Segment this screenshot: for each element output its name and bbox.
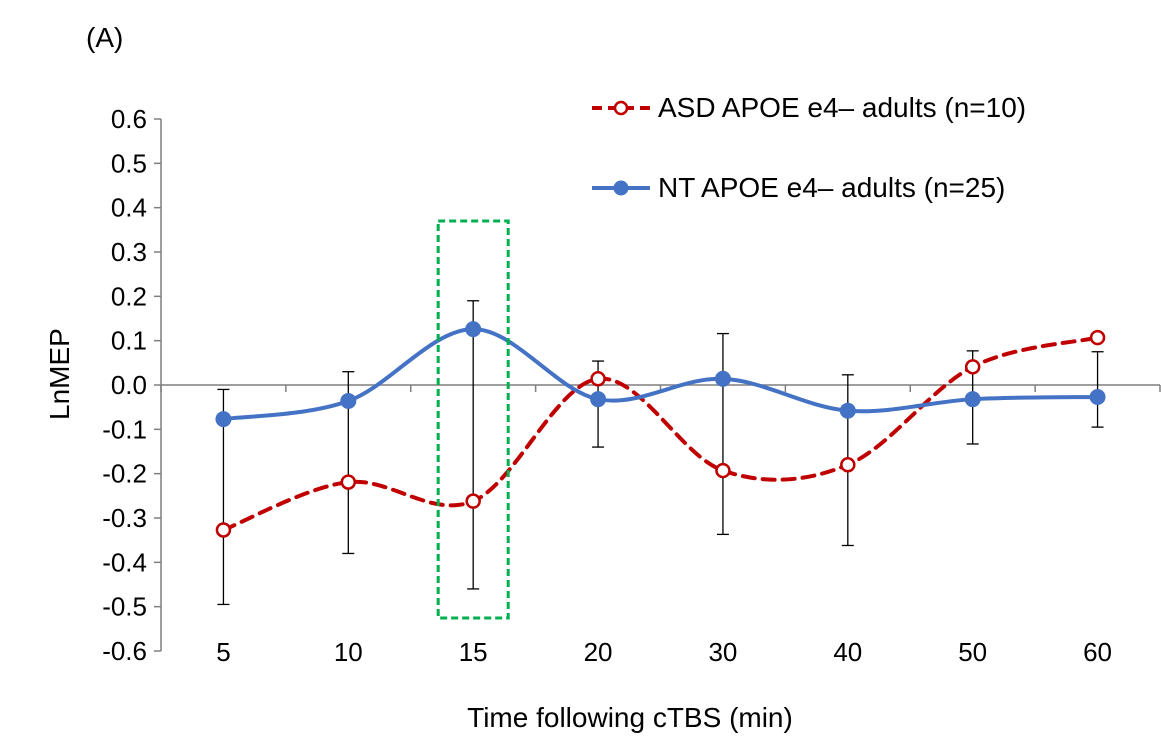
x-tick-label: 15: [459, 637, 488, 667]
data-point-nt: [340, 392, 357, 409]
x-tick-label: 50: [958, 637, 987, 667]
y-tick-label: 0.4: [111, 193, 147, 223]
y-tick-label: 0.5: [111, 148, 147, 178]
data-point-asd: [590, 371, 606, 387]
y-tick-label: 0.2: [111, 281, 147, 311]
highlight-layer: [436, 219, 510, 620]
y-tick-label: -0.3: [102, 503, 147, 533]
data-point-asd: [340, 474, 357, 490]
x-tick-label: 60: [1083, 637, 1112, 667]
data-point-asd: [840, 457, 856, 473]
data-point-nt: [839, 402, 856, 419]
data-point-asd: [715, 462, 731, 479]
x-tick-label: 20: [584, 637, 613, 667]
x-tick-label: 10: [334, 637, 363, 667]
legend-item-asd: ASD APOE e4– adults (n=10): [590, 82, 1026, 134]
axes-layer: 0.6 0.5 0.4 0.3 0.2 0.1 0.0 -0.1 -0.2 -0.3 -0.4 -0.…: [102, 104, 1161, 667]
series-line-asd: [221, 335, 1100, 532]
data-point-nt: [964, 391, 981, 408]
legend-swatch-asd: [592, 100, 650, 116]
y-tick-label: -0.4: [102, 547, 147, 577]
data-point-asd: [465, 493, 481, 509]
data-point-asd: [964, 359, 981, 375]
series-layer: [217, 300, 1104, 606]
y-tick-label: 0.6: [111, 104, 147, 134]
data-point-nt: [1089, 388, 1106, 405]
legend-swatch-nt: [592, 180, 650, 196]
y-tick-label: -0.6: [102, 636, 147, 666]
x-tick-label: 30: [708, 637, 737, 667]
series-line-nt: [221, 327, 1100, 422]
data-point-nt: [714, 370, 731, 387]
legend: ASD APOE e4– adults (n=10) NT APOE e4– a…: [590, 82, 1026, 214]
x-tick-label: 40: [833, 637, 862, 667]
y-tick-label: 0.3: [111, 237, 147, 267]
y-tick-label: -0.2: [102, 459, 147, 489]
x-axis-title: Time following cTBS (min): [467, 702, 793, 733]
legend-label-nt: NT APOE e4– adults (n=25): [658, 172, 1006, 203]
legend-label-asd: ASD APOE e4– adults (n=10): [658, 92, 1027, 123]
highlight-box: [436, 219, 510, 620]
x-tick-label: 5: [216, 637, 230, 667]
y-axis-title: LnMEP: [44, 328, 75, 420]
y-tick-label: -0.1: [102, 414, 147, 444]
marker-layer: [215, 321, 1106, 538]
y-tick-label: 0.0: [111, 370, 147, 400]
panel-label: (A): [86, 22, 124, 53]
data-point-nt: [590, 391, 607, 408]
legend-item-nt: NT APOE e4– adults (n=25): [590, 162, 1026, 214]
data-point-asd: [215, 522, 232, 538]
y-tick-label: -0.5: [102, 592, 147, 622]
data-point-nt: [215, 411, 232, 428]
y-tick-label: 0.1: [111, 326, 147, 356]
data-point-nt: [465, 321, 482, 338]
data-point-asd: [1089, 329, 1106, 346]
